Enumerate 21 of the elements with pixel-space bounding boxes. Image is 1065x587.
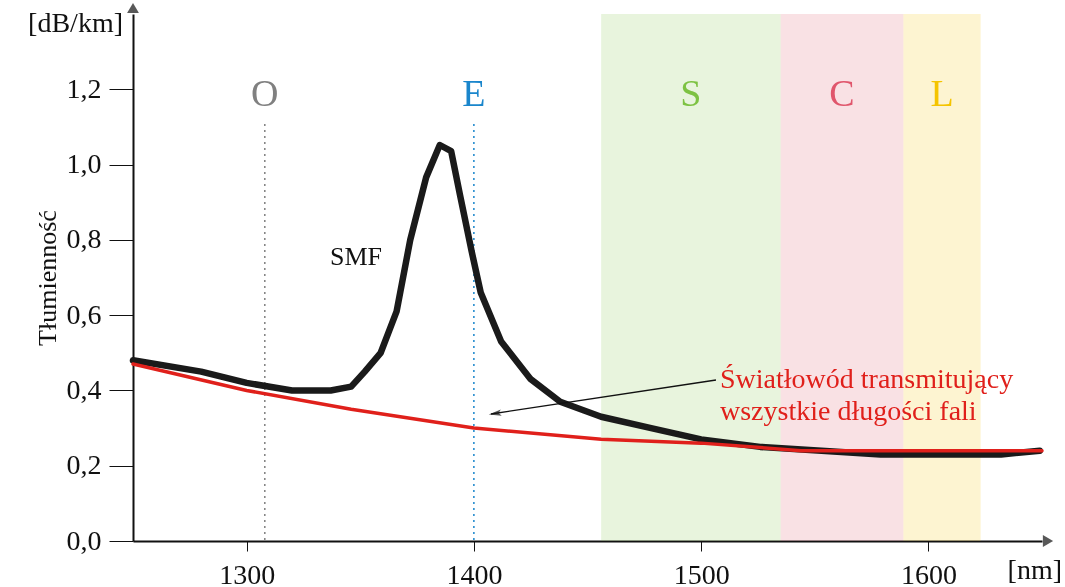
series-label: Światłowód transmitujący wszystkie długości fali [720,363,1014,426]
band-label: L [930,72,954,114]
ref-line-label: E [462,72,486,114]
y-tick-label: 0,6 [66,298,102,330]
y-axis-title: Tłumienność [32,210,62,346]
x-tick-label: 1400 [446,558,503,587]
ref-line-label: O [251,72,279,114]
text: [dB/km] [28,7,123,38]
band-label: S [680,72,702,114]
band-label: C [829,72,855,114]
y-tick-label: 0,4 [66,373,102,405]
series-label: SMF [330,242,383,271]
y-tick-label: 1,0 [66,148,102,180]
y-tick-label: 0,2 [66,449,102,481]
y-tick-label: 0,8 [66,223,102,255]
x-tick-label: 1500 [673,558,730,587]
text: [nm] [1007,554,1062,585]
x-tick-label: 1300 [219,558,276,587]
x-tick-label: 1600 [900,558,957,587]
y-tick-label: 1,2 [66,72,102,104]
y-tick-label: 0,0 [66,524,102,556]
